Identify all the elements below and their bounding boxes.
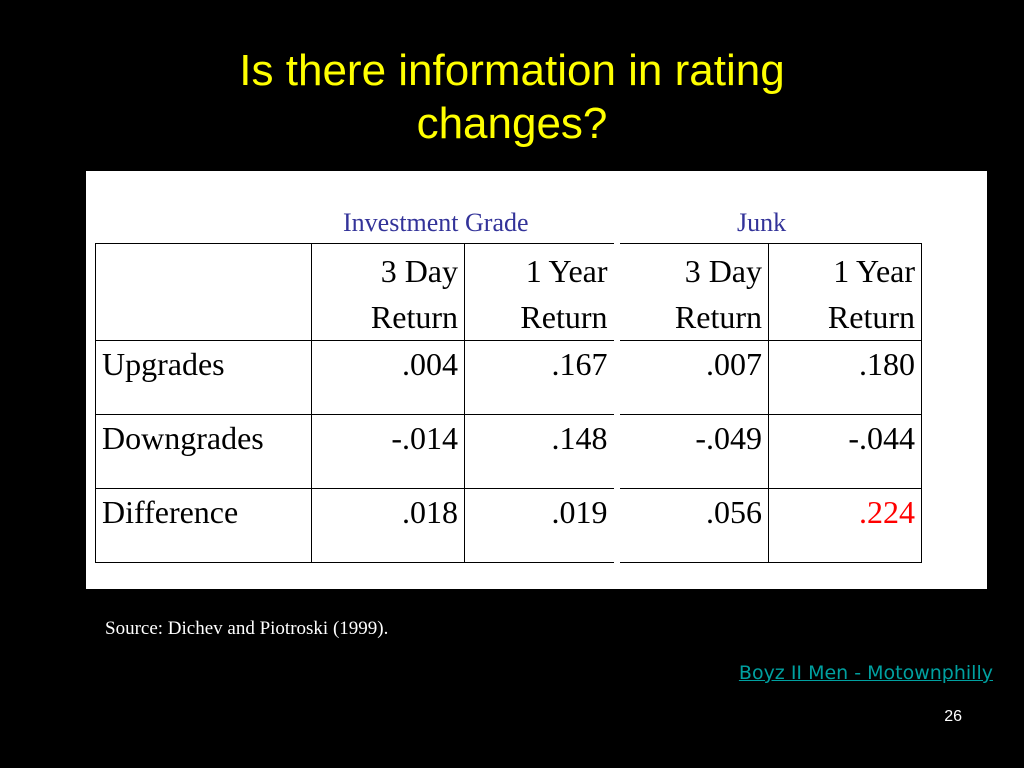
table-header-row: 3 Day Return 1 Year Return 3 Day Return …	[95, 243, 922, 341]
header-text: 1 Year	[525, 253, 608, 289]
table-cell: .019	[464, 488, 620, 563]
table-cell: .180	[768, 340, 922, 415]
table-cell: -.014	[311, 414, 465, 489]
slide-title-line-2: changes?	[416, 99, 608, 148]
header-text: 1 Year	[833, 253, 915, 289]
slide-title-line-1: Is there information in rating	[239, 46, 785, 95]
table-cell: .056	[616, 488, 769, 563]
header-text: Return	[827, 299, 915, 335]
header-text: Return	[520, 299, 608, 335]
table-cell: .148	[464, 414, 620, 489]
song-link[interactable]: Boyz II Men - Motownphilly	[738, 662, 993, 684]
row-label-upgrades: Upgrades	[95, 340, 312, 415]
table-row: Downgrades -.014 .148 -.049 -.044	[95, 414, 922, 489]
header-cell-junk-3day: 3 Day Return	[616, 243, 769, 341]
source-citation: Source: Dichev and Piotroski (1999).	[105, 618, 389, 639]
table-cell-highlight: .224	[768, 488, 922, 563]
header-cell-junk-1year: 1 Year Return	[768, 243, 922, 341]
slide-title: Is there information in rating changes?	[0, 44, 1024, 150]
row-label-downgrades: Downgrades	[95, 414, 312, 489]
row-label-difference: Difference	[95, 488, 312, 563]
table-row: Upgrades .004 .167 .007 .180	[95, 340, 922, 415]
header-cell-empty	[95, 243, 312, 341]
header-text: 3 Day	[380, 253, 458, 289]
table-cell: -.044	[768, 414, 922, 489]
table-cell: .004	[311, 340, 465, 415]
header-text: Return	[674, 299, 762, 335]
header-cell-ig-1year: 1 Year Return	[464, 243, 620, 341]
header-cell-ig-3day: 3 Day Return	[311, 243, 465, 341]
group-label-investment-grade: Investment Grade	[343, 208, 529, 237]
table-cell: .007	[616, 340, 769, 415]
table-cell: .167	[464, 340, 620, 415]
table-row: Difference .018 .019 .056 .224	[95, 488, 922, 563]
returns-table: 3 Day Return 1 Year Return 3 Day Return …	[95, 243, 922, 563]
page-number: 26	[944, 708, 962, 725]
table-cell: .018	[311, 488, 465, 563]
header-text: Return	[370, 299, 458, 335]
highlighted-value: .224	[859, 494, 915, 530]
header-text: 3 Day	[684, 253, 762, 289]
table-cell: -.049	[616, 414, 769, 489]
group-label-junk: Junk	[737, 208, 787, 237]
